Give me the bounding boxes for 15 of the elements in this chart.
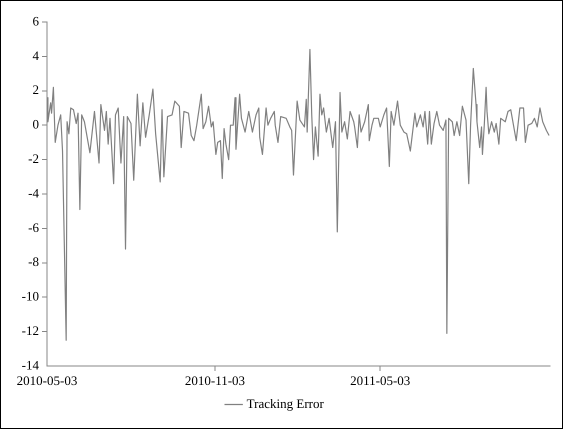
y-tick-label: 2	[32, 82, 39, 98]
x-tick-label: 2010-11-03	[184, 373, 246, 388]
y-tick-label: 6	[32, 13, 40, 28]
y-tick-label: 4	[32, 48, 40, 63]
y-tick-label: -6	[28, 220, 40, 235]
y-tick-label: -8	[28, 254, 39, 270]
legend-label: Tracking Error	[246, 396, 324, 411]
y-tick-label: 0	[32, 116, 39, 132]
y-tick-label: -2	[28, 151, 39, 166]
y-tick-label: -14	[22, 357, 40, 372]
y-tick-label: -10	[22, 288, 39, 304]
x-tick-label: 2011-05-03	[350, 373, 410, 388]
y-tick-label: -12	[22, 323, 39, 338]
x-tick-label: 2010-05-03	[16, 373, 78, 388]
y-tick-label: -4	[28, 185, 40, 200]
